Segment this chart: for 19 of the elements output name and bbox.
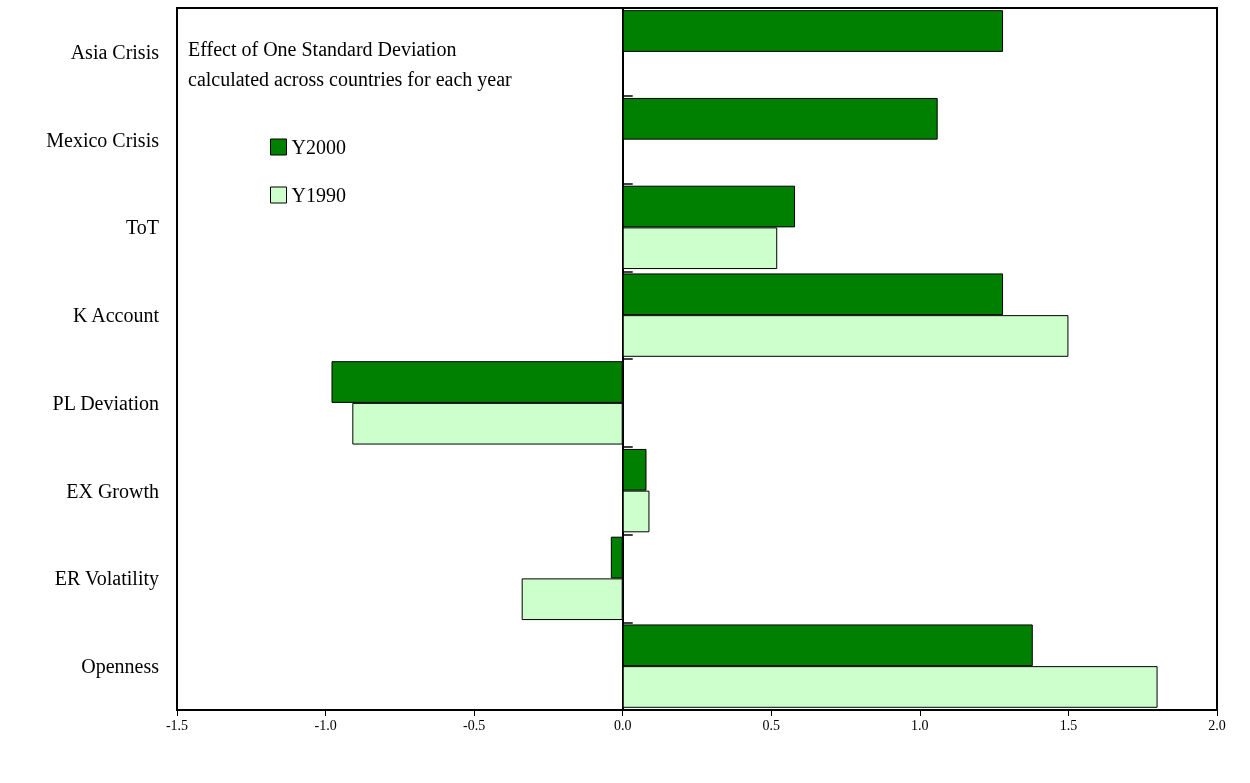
x-tick-label: -0.5 bbox=[463, 717, 486, 733]
legend-label: Y1990 bbox=[291, 184, 346, 206]
y-tick-label: Openness bbox=[81, 655, 160, 679]
y-tick-label: ToT bbox=[125, 216, 159, 239]
y-tick-label: PL Deviation bbox=[52, 391, 159, 414]
x-tick-label: 2.0 bbox=[1208, 717, 1226, 733]
x-tick-label: 0.0 bbox=[613, 717, 632, 733]
legend-label: Y2000 bbox=[291, 136, 346, 158]
y-tick-label: K Account bbox=[72, 304, 160, 327]
y-tick-label: Mexico Crisis bbox=[46, 128, 160, 151]
x-tick-label: 1.5 bbox=[1059, 717, 1078, 733]
x-tick-label: 0.5 bbox=[762, 717, 781, 733]
x-tick-label: -1.0 bbox=[314, 717, 337, 733]
y-tick-label: Asia Crisis bbox=[70, 40, 160, 63]
x-tick-label: -1.5 bbox=[165, 717, 189, 733]
annotation: Effect of One Standard Deviation calculated across countries for each year bbox=[188, 38, 513, 91]
y-tick-label: ER Volatility bbox=[54, 567, 159, 591]
x-tick-label: 1.0 bbox=[911, 717, 929, 733]
y-tick-label: EX Growth bbox=[66, 479, 159, 502]
